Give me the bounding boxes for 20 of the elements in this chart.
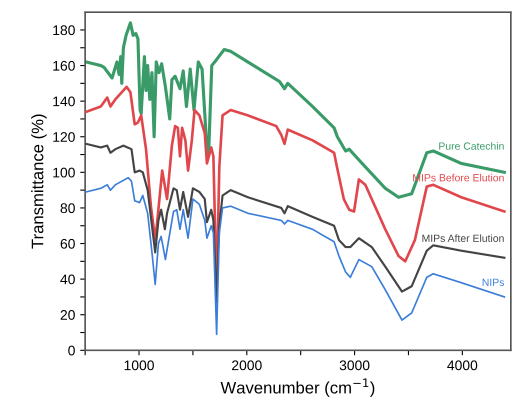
y-axis-title: Transmittance (%): [31, 114, 47, 249]
x-tick-label: 4000: [447, 360, 478, 370]
y-tick-label: 0: [68, 346, 75, 356]
line-series: [85, 21, 506, 199]
y-tick-label: 120: [53, 132, 75, 142]
y-tick-label: 140: [53, 96, 75, 106]
y-tick-label: 60: [60, 238, 75, 249]
y-tick-label: 80: [60, 203, 75, 214]
y-tick-label: 40: [60, 274, 75, 284]
y-tick-label: 180: [53, 25, 75, 36]
x-tick-label: 2000: [232, 360, 262, 370]
series-label: NIPs: [482, 278, 504, 286]
x-tick-label: 3000: [340, 360, 370, 370]
series-label: MIPs After Elution: [422, 234, 504, 242]
x-tick-label: 1000: [124, 360, 154, 370]
series-label: Pure Catechin: [439, 142, 504, 150]
y-tick-label: 20: [60, 310, 75, 320]
x-axis-title: Wavenumber (cm$^{−1}$): [220, 378, 374, 397]
y-tick-label: 160: [53, 60, 75, 71]
y-tick-label: 100: [53, 168, 75, 178]
